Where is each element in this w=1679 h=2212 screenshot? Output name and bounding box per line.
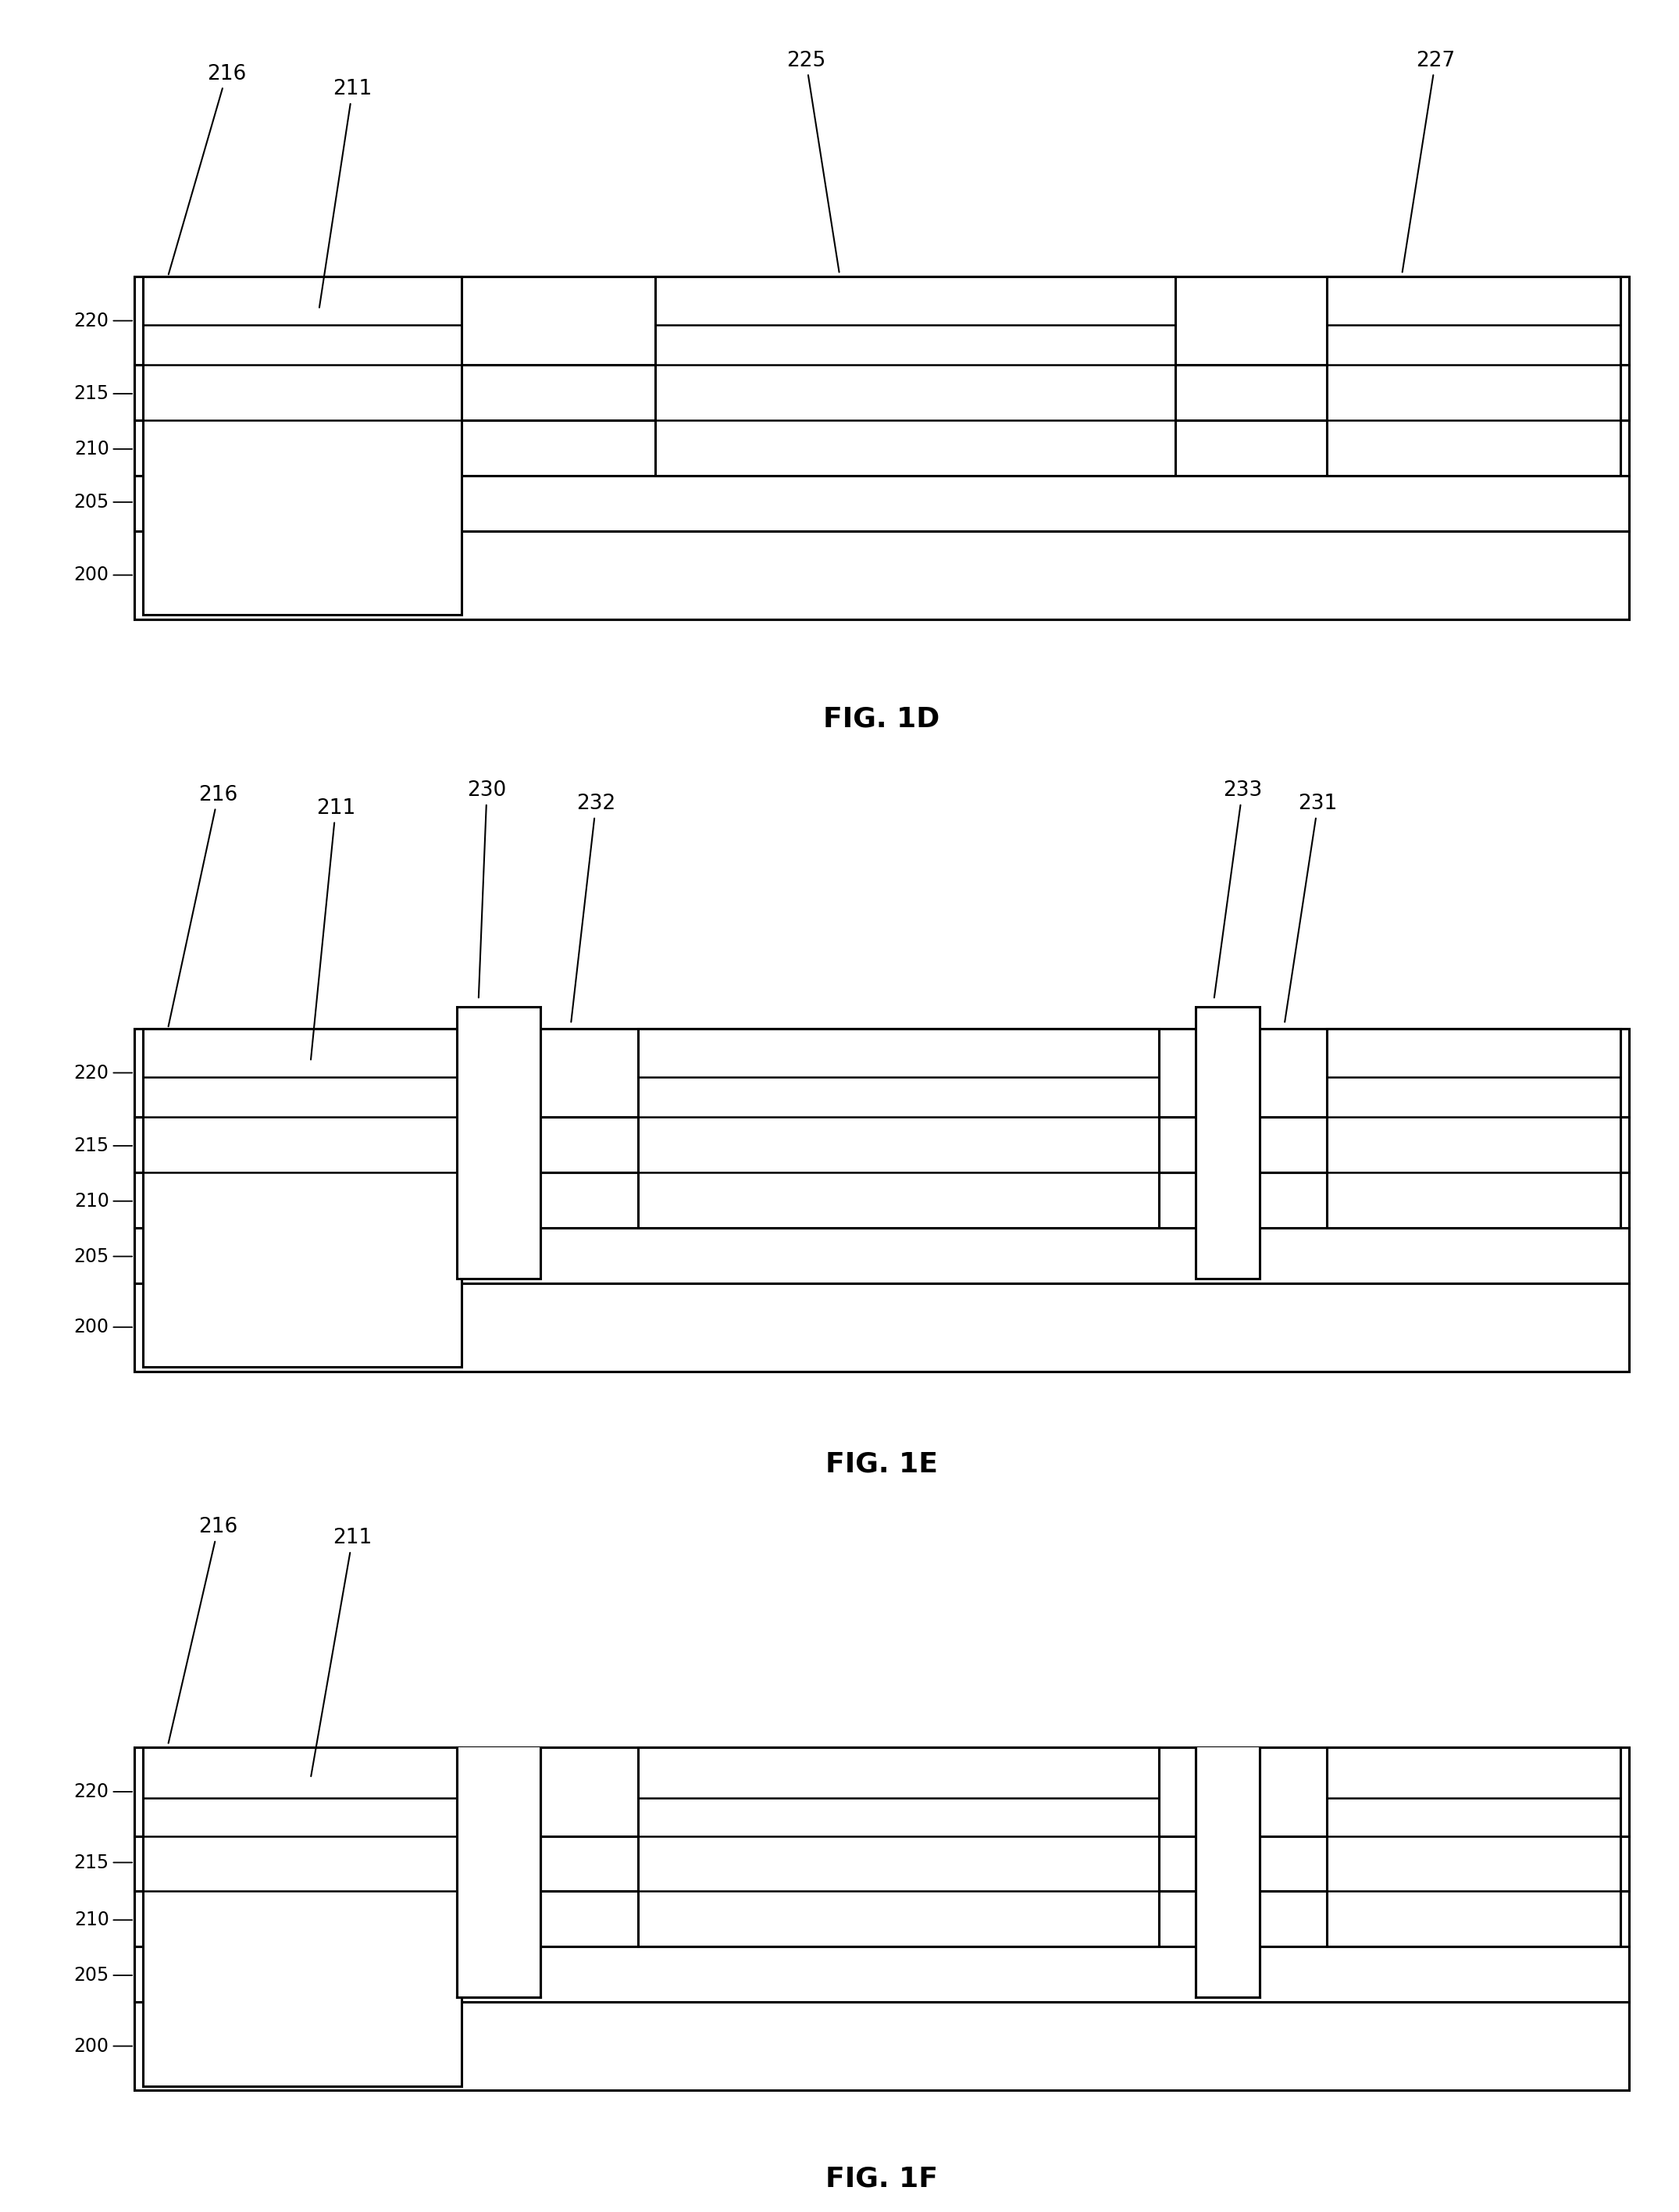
- Text: 215: 215: [74, 1137, 133, 1155]
- Bar: [134, 365, 1629, 420]
- Text: 200: 200: [74, 566, 133, 584]
- Bar: [143, 276, 462, 615]
- Text: 220: 220: [74, 1783, 133, 1801]
- Text: 225: 225: [786, 51, 840, 272]
- Text: 210: 210: [74, 1192, 133, 1210]
- Bar: [134, 476, 1629, 531]
- Text: FIG. 1F: FIG. 1F: [826, 2166, 937, 2192]
- Text: 210: 210: [74, 440, 133, 458]
- Text: 215: 215: [74, 1854, 133, 1871]
- Bar: [1326, 1029, 1620, 1228]
- Bar: [655, 276, 1175, 476]
- Bar: [134, 531, 1629, 619]
- Bar: [143, 1029, 462, 1367]
- Bar: [134, 1747, 1629, 1836]
- Bar: [134, 1283, 1629, 1371]
- Text: 231: 231: [1284, 794, 1338, 1022]
- Text: 205: 205: [74, 1248, 133, 1265]
- Bar: [457, 1747, 541, 1997]
- Bar: [134, 2002, 1629, 2090]
- Bar: [134, 1836, 1629, 1891]
- Text: 220: 220: [74, 312, 133, 330]
- Text: 216: 216: [168, 1517, 238, 1743]
- Text: 200: 200: [74, 2037, 133, 2055]
- Text: 200: 200: [74, 1318, 133, 1336]
- Bar: [1326, 276, 1620, 476]
- Bar: [457, 1006, 541, 1279]
- Text: 220: 220: [74, 1064, 133, 1082]
- Bar: [134, 420, 1629, 476]
- Bar: [638, 1747, 1159, 1947]
- Text: 216: 216: [168, 785, 238, 1026]
- Bar: [143, 1747, 462, 2086]
- Text: FIG. 1D: FIG. 1D: [823, 706, 940, 732]
- Bar: [134, 1117, 1629, 1172]
- Text: 205: 205: [74, 1966, 133, 1984]
- Bar: [134, 1029, 1629, 1117]
- Bar: [134, 276, 1629, 365]
- Bar: [1195, 1747, 1259, 1997]
- Text: 227: 227: [1402, 51, 1456, 272]
- Bar: [134, 1747, 1629, 2090]
- Bar: [1195, 1006, 1259, 1279]
- Text: 205: 205: [74, 493, 133, 511]
- Text: 230: 230: [467, 781, 507, 998]
- Text: 211: 211: [319, 80, 373, 307]
- Bar: [134, 1029, 1629, 1371]
- Text: 210: 210: [74, 1911, 133, 1929]
- Bar: [134, 1891, 1629, 1947]
- Text: 233: 233: [1214, 781, 1263, 998]
- Bar: [134, 1172, 1629, 1228]
- Bar: [134, 1947, 1629, 2002]
- Text: 215: 215: [74, 385, 133, 403]
- Text: FIG. 1E: FIG. 1E: [826, 1451, 937, 1478]
- Bar: [134, 276, 1629, 619]
- Bar: [1326, 1747, 1620, 1947]
- Bar: [638, 1029, 1159, 1228]
- Text: 211: 211: [311, 799, 356, 1060]
- Text: 216: 216: [168, 64, 247, 274]
- Bar: [134, 1228, 1629, 1283]
- Text: 232: 232: [571, 794, 616, 1022]
- Text: 211: 211: [311, 1528, 373, 1776]
